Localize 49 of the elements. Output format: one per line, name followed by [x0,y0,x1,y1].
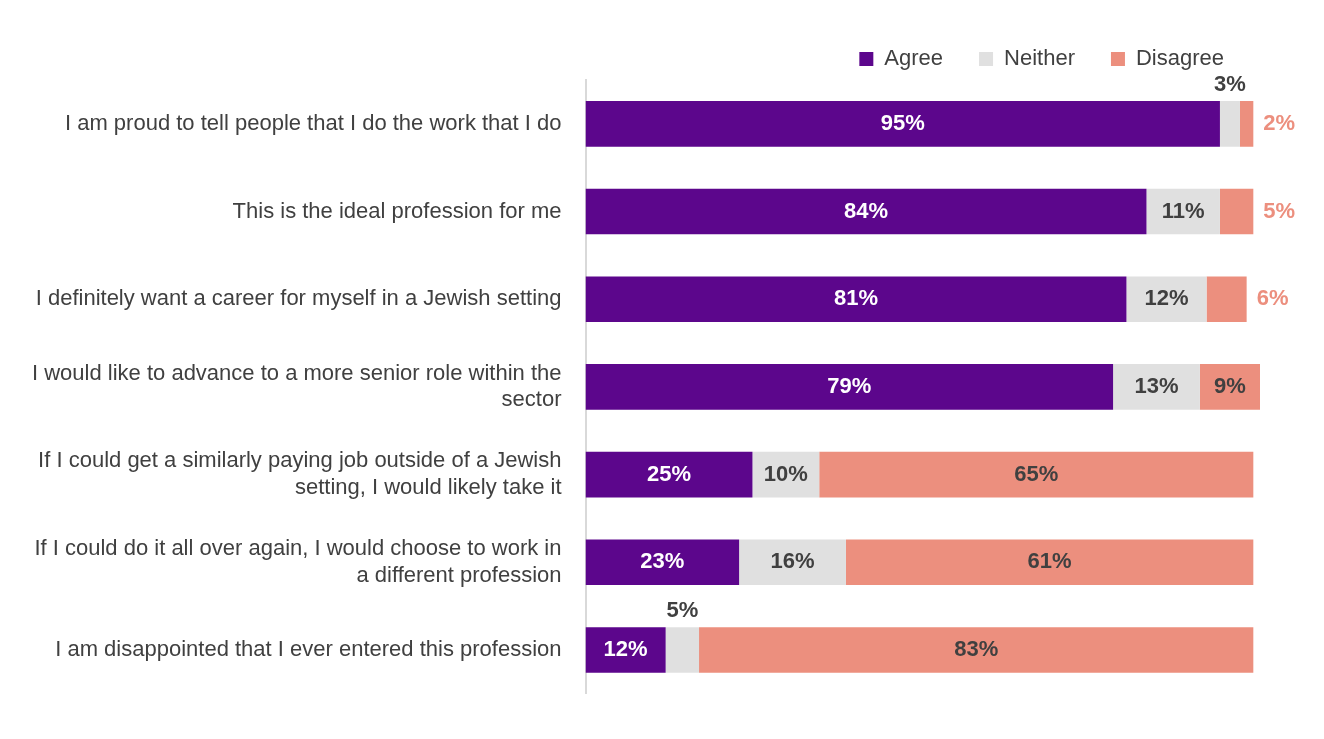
bar [739,539,846,586]
bar [665,627,700,673]
data-label: 12% [1144,285,1189,311]
bar [585,101,1220,147]
data-label: 6% [1256,285,1289,311]
bar [1126,276,1207,323]
y-tick-label: I am disappointed that I ever entered this profession [55,636,562,662]
bar [585,276,1127,323]
y-tick-label: If I could do it all over again, I would choose to work in a different profession [34,535,562,587]
data-label: 9% [1214,372,1246,398]
bar [1113,364,1200,410]
y-tick-label: I am proud to tell people that I do the work that I do [64,109,562,135]
data-label: 65% [1014,460,1059,486]
bar [845,539,1254,586]
bar [585,451,753,498]
legend-label: Neither [1004,45,1075,71]
bar [585,627,666,673]
data-label: 12% [603,636,648,662]
legend-label: Disagree [1135,45,1224,71]
data-label: 79% [827,372,872,398]
data-label: 13% [1134,372,1179,398]
legend-label: Agree [884,45,944,71]
data-label: 3% [1214,71,1246,97]
bar [1219,188,1254,235]
data-label: 11% [1161,197,1205,223]
data-label: 23% [640,548,685,574]
y-tick-label: If I could get a similarly paying job outside of a Jewish setting, I would likely take it [38,447,562,499]
bar [1239,101,1254,147]
data-label: 84% [843,197,889,223]
data-label: 25% [646,460,691,486]
data-label: 61% [1027,548,1072,574]
data-label: 5% [666,597,699,623]
bar [585,364,1114,410]
data-label: 95% [880,109,925,135]
bar [819,451,1254,498]
bar [585,188,1147,235]
bar [1219,101,1240,147]
y-tick-label: I definitely want a career for myself in a Jewish setting [35,285,562,311]
bar [1206,276,1247,323]
y-tick-label: I would like to advance to a more senior role within the sector [31,359,562,412]
bar [699,627,1254,673]
y-tick-label: This is the ideal profession for me [232,197,562,223]
data-label: 83% [954,636,999,662]
data-label: 16% [770,548,815,574]
data-label: 81% [833,285,878,311]
bar [585,539,740,586]
data-label: 2% [1263,109,1296,135]
data-label: 5% [1263,197,1296,223]
data-label: 10% [763,460,808,486]
